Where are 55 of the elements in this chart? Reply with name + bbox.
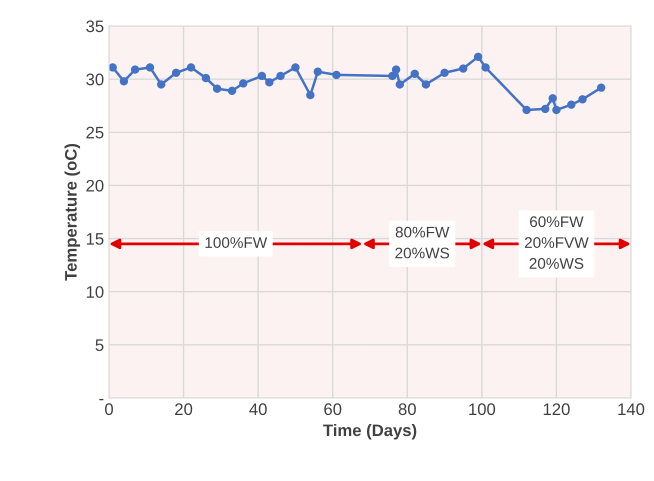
point xyxy=(597,83,606,92)
point xyxy=(522,106,531,114)
y-tick-label: 35 xyxy=(86,20,104,32)
point xyxy=(422,80,430,89)
y-tick-label: - xyxy=(99,398,104,400)
band-label: 80%FW 20%WS xyxy=(395,226,450,258)
point xyxy=(578,95,587,104)
point xyxy=(212,84,222,93)
point xyxy=(120,77,128,86)
point xyxy=(202,74,210,82)
y-tick-label: 30 xyxy=(86,74,104,86)
point xyxy=(146,63,154,72)
point xyxy=(172,68,180,77)
point xyxy=(332,70,341,80)
point xyxy=(157,80,166,89)
point xyxy=(306,90,315,100)
band-label: 100%FW xyxy=(206,237,268,248)
point xyxy=(567,100,576,109)
x-tick-label: 40 xyxy=(249,403,267,416)
x-tick-label: 140 xyxy=(618,403,644,416)
x-axis-title: Time (Days) xyxy=(323,424,416,440)
x-tick-label: 80 xyxy=(398,403,416,416)
y-tick-label: 25 xyxy=(86,126,104,138)
point xyxy=(392,65,400,74)
point xyxy=(109,63,117,72)
y-tick-label: 20 xyxy=(86,180,104,192)
y-axis-title: Temperature (oC) xyxy=(64,144,80,281)
y-tick-label: 5 xyxy=(96,339,104,352)
point xyxy=(276,72,285,80)
x-tick-label: 20 xyxy=(175,403,192,416)
point xyxy=(314,68,322,76)
x-tick-label: 100 xyxy=(469,403,496,416)
point xyxy=(552,106,561,114)
x-tick-label: 0 xyxy=(105,403,113,416)
point xyxy=(186,63,196,72)
point xyxy=(388,72,397,80)
point xyxy=(239,79,248,88)
x-tick-label: 120 xyxy=(544,403,570,416)
point xyxy=(265,78,274,86)
point xyxy=(481,63,490,72)
point xyxy=(258,72,266,80)
band-label: 60%FW 20%FVW 20%WS xyxy=(524,216,589,269)
y-tick-label: 10 xyxy=(86,286,104,298)
y-tick-label: 15 xyxy=(86,233,104,245)
point xyxy=(410,70,419,78)
point xyxy=(228,86,236,95)
point xyxy=(541,104,550,114)
point xyxy=(474,52,482,61)
point xyxy=(440,68,449,77)
point xyxy=(396,80,404,89)
point xyxy=(291,63,300,72)
point xyxy=(130,65,140,74)
x-tick-label: 60 xyxy=(324,403,342,416)
point xyxy=(548,94,557,102)
point xyxy=(459,64,468,73)
